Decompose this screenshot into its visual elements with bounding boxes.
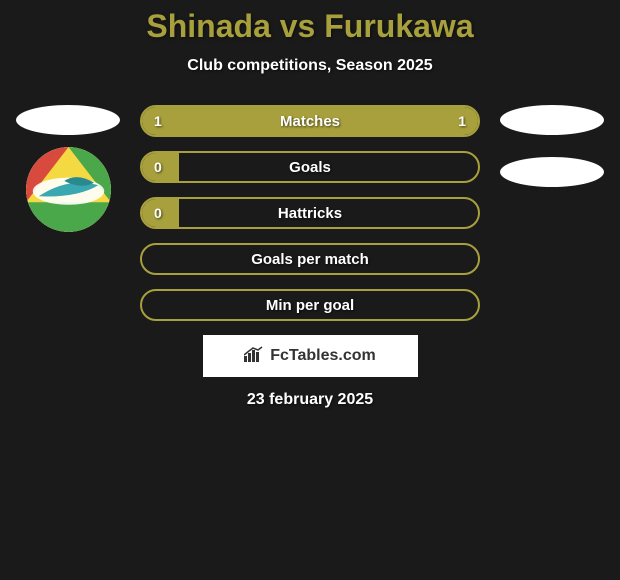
left-player-column bbox=[8, 105, 128, 232]
stat-row-min-per-goal: Min per goal bbox=[140, 289, 480, 321]
left-avatar-placeholder bbox=[16, 105, 120, 135]
comparison-area: 1 Matches 1 0 Goals 0 Hattricks Goals pe… bbox=[0, 105, 620, 409]
attribution-text: FcTables.com bbox=[270, 347, 376, 365]
stat-label: Matches bbox=[142, 113, 478, 130]
stat-row-matches: 1 Matches 1 bbox=[140, 105, 480, 137]
stat-row-goals: 0 Goals bbox=[140, 151, 480, 183]
right-avatar-placeholder-2 bbox=[500, 157, 604, 187]
stat-value-right: 1 bbox=[458, 113, 466, 129]
stats-column: 1 Matches 1 0 Goals 0 Hattricks Goals pe… bbox=[140, 105, 480, 321]
stat-label: Hattricks bbox=[142, 205, 478, 222]
stat-label: Goals bbox=[142, 159, 478, 176]
left-team-logo bbox=[26, 147, 111, 232]
attribution-badge: FcTables.com bbox=[203, 335, 418, 377]
chart-icon bbox=[244, 346, 264, 367]
right-player-column bbox=[492, 105, 612, 187]
right-avatar-placeholder-1 bbox=[500, 105, 604, 135]
stat-label: Goals per match bbox=[142, 251, 478, 268]
stat-label: Min per goal bbox=[142, 297, 478, 314]
subtitle: Club competitions, Season 2025 bbox=[0, 57, 620, 75]
stat-row-goals-per-match: Goals per match bbox=[140, 243, 480, 275]
page-title: Shinada vs Furukawa bbox=[0, 8, 620, 45]
team-logo-icon bbox=[26, 147, 111, 232]
stat-row-hattricks: 0 Hattricks bbox=[140, 197, 480, 229]
infographic-container: Shinada vs Furukawa Club competitions, S… bbox=[0, 0, 620, 409]
date-text: 23 february 2025 bbox=[0, 391, 620, 409]
